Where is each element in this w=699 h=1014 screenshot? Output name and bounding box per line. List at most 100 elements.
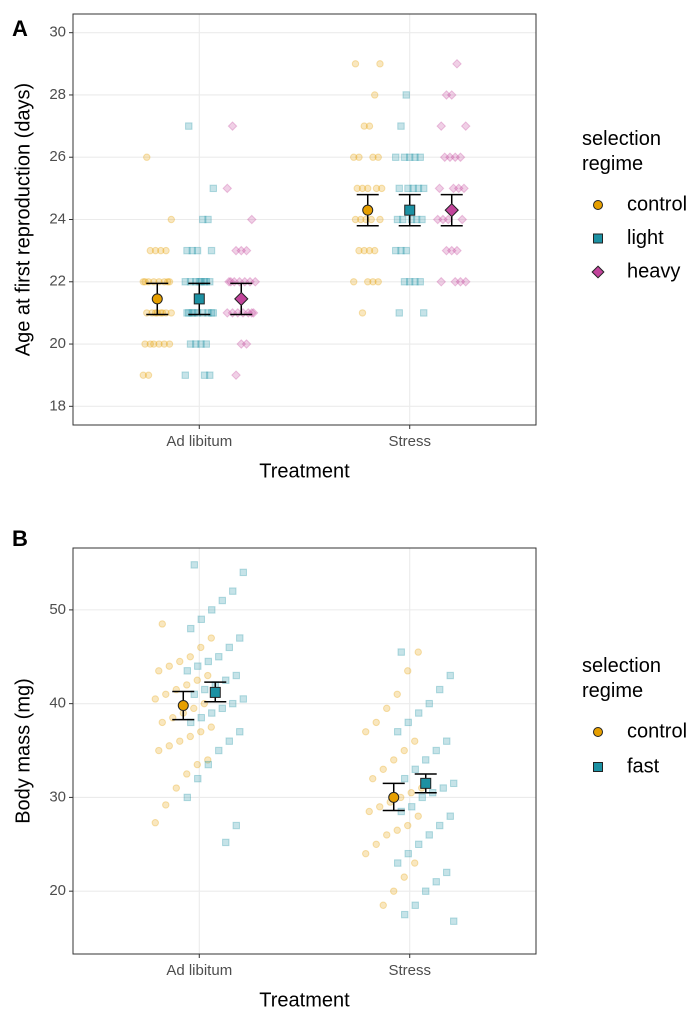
raw-point: [372, 718, 380, 727]
raw-point: [400, 153, 409, 161]
raw-point: [425, 831, 433, 839]
raw-point: [139, 278, 147, 286]
raw-point: [432, 746, 440, 755]
raw-point: [239, 568, 247, 577]
legend-label: heavy: [627, 260, 680, 282]
raw-point: [453, 183, 464, 194]
raw-point: [190, 704, 198, 713]
raw-point: [183, 770, 191, 778]
raw-point: [411, 765, 419, 773]
raw-point: [365, 807, 373, 816]
raw-point: [222, 676, 230, 684]
raw-point: [186, 653, 194, 661]
raw-point: [397, 807, 405, 816]
panel-label: A: [12, 16, 28, 41]
raw-point: [408, 803, 416, 811]
raw-point: [204, 756, 212, 764]
raw-point: [209, 184, 217, 193]
raw-point: [441, 90, 452, 100]
raw-point: [416, 278, 424, 286]
y-tick-label: 20: [49, 335, 66, 352]
raw-point: [350, 278, 358, 286]
raw-point: [167, 309, 175, 317]
legend-key: [593, 727, 603, 737]
raw-point: [357, 215, 365, 224]
raw-point: [172, 784, 180, 792]
raw-point: [144, 371, 153, 379]
raw-point: [439, 784, 447, 792]
raw-point: [355, 246, 363, 255]
legend-key: [593, 200, 603, 210]
y-tick-label: 24: [49, 210, 66, 227]
raw-point: [404, 667, 412, 675]
raw-point: [162, 801, 170, 809]
raw-point: [411, 901, 419, 909]
raw-point: [146, 246, 154, 255]
raw-point: [204, 671, 212, 680]
raw-point: [369, 774, 377, 783]
raw-point: [250, 276, 261, 287]
raw-point: [414, 812, 422, 820]
raw-point: [202, 340, 210, 348]
raw-point: [399, 215, 407, 224]
legend-key: [593, 233, 603, 244]
raw-point: [186, 732, 194, 741]
raw-point: [158, 620, 166, 628]
raw-point: [455, 152, 466, 163]
raw-point: [425, 699, 433, 708]
raw-point: [353, 184, 361, 193]
raw-point: [192, 278, 200, 286]
raw-point: [218, 704, 226, 713]
raw-point: [404, 821, 412, 830]
raw-point: [450, 276, 461, 287]
x-tick-label: Ad libitum: [166, 433, 232, 450]
raw-point: [443, 868, 451, 877]
raw-point: [201, 685, 209, 694]
raw-point: [362, 849, 370, 858]
x-tick-label: Stress: [388, 433, 431, 450]
raw-point: [436, 821, 444, 830]
raw-point: [418, 215, 426, 224]
raw-point: [208, 606, 216, 614]
raw-point: [206, 278, 214, 286]
raw-point: [413, 215, 421, 224]
raw-point: [362, 728, 370, 736]
legend-label: fast: [627, 755, 660, 777]
raw-point: [194, 662, 202, 670]
legend-label: control: [627, 720, 687, 742]
raw-point: [167, 215, 175, 224]
raw-point: [185, 122, 193, 130]
raw-point: [445, 152, 455, 163]
raw-point: [208, 709, 216, 717]
raw-point: [369, 278, 377, 286]
raw-point: [194, 774, 202, 783]
plot-border: [72, 13, 537, 426]
raw-point: [422, 887, 430, 895]
raw-point: [452, 245, 462, 256]
raw-point: [378, 184, 386, 193]
raw-point: [193, 309, 202, 317]
raw-point: [400, 278, 409, 286]
mean-point: [151, 293, 163, 305]
panel-label: B: [12, 526, 28, 551]
raw-point: [141, 340, 149, 348]
raw-point: [446, 90, 457, 100]
legend-key: [593, 762, 603, 772]
raw-point: [393, 215, 402, 224]
raw-point: [187, 624, 195, 633]
raw-point: [446, 812, 454, 820]
raw-point: [207, 723, 215, 731]
raw-point: [390, 887, 398, 895]
raw-point: [200, 371, 209, 379]
x-axis-title: Treatment: [259, 989, 350, 1011]
raw-point: [183, 667, 191, 675]
raw-point: [143, 153, 151, 161]
raw-point: [197, 615, 205, 623]
raw-point: [411, 153, 419, 161]
raw-point: [360, 122, 368, 130]
y-tick-label: 40: [49, 695, 66, 712]
y-tick-label: 30: [49, 788, 66, 805]
raw-point: [236, 245, 247, 256]
raw-point: [450, 779, 458, 788]
